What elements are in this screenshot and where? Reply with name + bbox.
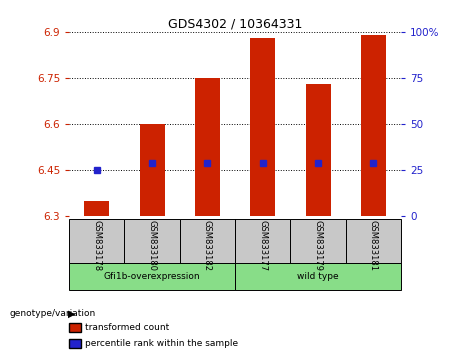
Bar — [346, 219, 401, 263]
Text: wild type: wild type — [297, 272, 339, 281]
Bar — [140, 124, 165, 216]
Bar — [306, 84, 331, 216]
Bar — [124, 219, 180, 263]
Text: GSM833177: GSM833177 — [258, 220, 267, 271]
Text: GSM833180: GSM833180 — [148, 220, 157, 271]
Bar — [69, 219, 124, 263]
Text: ▶: ▶ — [68, 308, 76, 318]
Text: Gfi1b-overexpression: Gfi1b-overexpression — [104, 272, 201, 281]
Bar — [195, 78, 220, 216]
Text: transformed count: transformed count — [85, 323, 170, 332]
Text: percentile rank within the sample: percentile rank within the sample — [85, 339, 238, 348]
Text: GSM833178: GSM833178 — [92, 220, 101, 271]
Text: GSM833179: GSM833179 — [313, 220, 323, 271]
Bar — [290, 219, 346, 263]
Text: GSM833181: GSM833181 — [369, 220, 378, 271]
Bar — [84, 201, 109, 216]
Bar — [180, 219, 235, 263]
Text: GSM833182: GSM833182 — [203, 220, 212, 271]
Bar — [235, 263, 401, 290]
Bar — [361, 35, 386, 216]
Bar — [69, 263, 235, 290]
Text: genotype/variation: genotype/variation — [9, 309, 95, 318]
Bar — [250, 38, 275, 216]
Bar — [235, 219, 290, 263]
Title: GDS4302 / 10364331: GDS4302 / 10364331 — [168, 18, 302, 31]
